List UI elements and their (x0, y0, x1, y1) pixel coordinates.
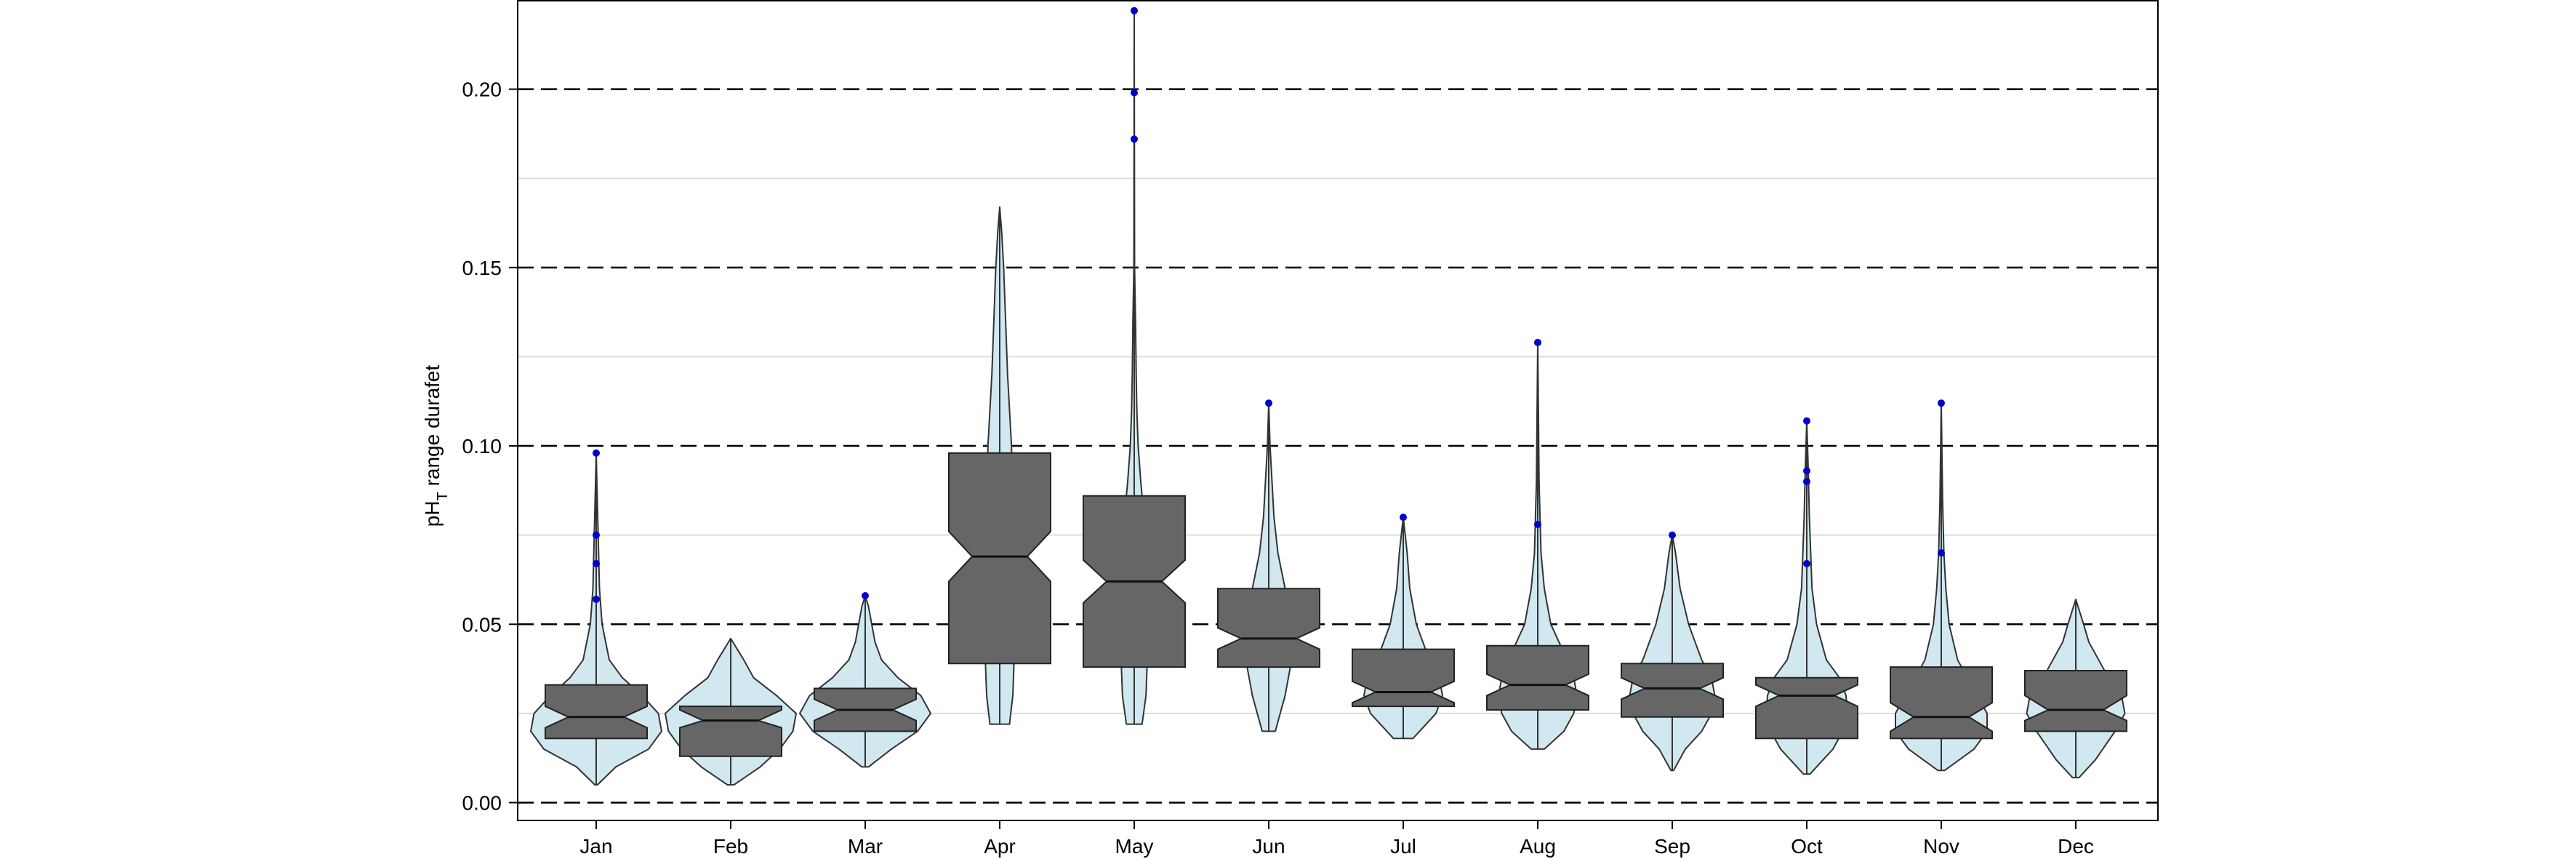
outlier-point (1131, 7, 1138, 15)
outlier-point (1534, 520, 1541, 528)
box-nov (1890, 666, 1993, 740)
box-dec (2024, 670, 2127, 732)
box-apr (948, 452, 1051, 665)
y-axis-title: pHT range durafet (421, 365, 451, 527)
y-axis-title-subscript: T (435, 492, 451, 500)
y-tick-label: 0.10 (462, 435, 502, 458)
notched-boxes (545, 452, 2127, 757)
box-feb (679, 706, 782, 757)
x-tick-label: Sep (1654, 835, 1690, 858)
outlier-point (1534, 338, 1541, 346)
outlier-point (1803, 478, 1810, 486)
x-tick-label: Jul (1390, 835, 1416, 858)
outlier-point (593, 531, 600, 539)
outlier-point (593, 595, 600, 603)
x-tick-label: Nov (1923, 835, 1959, 858)
outlier-point (1400, 514, 1407, 522)
x-tick-label: May (1115, 835, 1154, 858)
box-aug (1486, 644, 1589, 711)
box-sep (1621, 663, 1724, 718)
x-axis: Jan Feb Mar Apr May Jun Jul Aug Sep Oct Nov Dec (579, 820, 2094, 858)
plot-frame (517, 0, 2159, 821)
grid-lines (518, 0, 2158, 804)
x-tick-label: Dec (2058, 835, 2094, 858)
outlier-point (1938, 549, 1945, 557)
outlier-point (593, 559, 600, 567)
box-jan (545, 684, 648, 740)
outlier-point (862, 592, 869, 600)
box-jun (1217, 588, 1320, 668)
outlier-point (1803, 467, 1810, 475)
outlier-point (1131, 89, 1138, 97)
y-axis: 0.00 0.05 0.10 0.15 0.20 (462, 79, 518, 814)
y-tick-label: 0.15 (462, 257, 502, 279)
x-tick-label: Feb (713, 835, 748, 858)
box-oct (1755, 676, 1858, 740)
x-tick-label: Jun (1252, 835, 1285, 858)
x-tick-label: Jan (579, 835, 612, 858)
outlier-point (1131, 135, 1138, 143)
y-axis-title-suffix: range durafet (421, 365, 444, 492)
x-tick-label: Aug (1520, 835, 1556, 858)
y-tick-label: 0.05 (462, 613, 502, 636)
y-axis-title-main: pH (421, 500, 444, 527)
outlier-point (1803, 417, 1810, 425)
y-tick-label: 0.00 (462, 791, 502, 814)
box-jul (1352, 648, 1455, 708)
x-tick-label: Mar (848, 835, 883, 858)
outlier-points (593, 7, 1945, 603)
outlier-point (1669, 531, 1676, 539)
outlier-point (1938, 399, 1945, 407)
outlier-point (1803, 559, 1810, 567)
outlier-point (593, 449, 600, 457)
x-tick-label: Oct (1791, 835, 1823, 858)
y-tick-label: 0.20 (462, 79, 502, 101)
violins (530, 9, 2126, 786)
x-tick-label: Apr (984, 835, 1016, 858)
outlier-point (1265, 399, 1272, 407)
